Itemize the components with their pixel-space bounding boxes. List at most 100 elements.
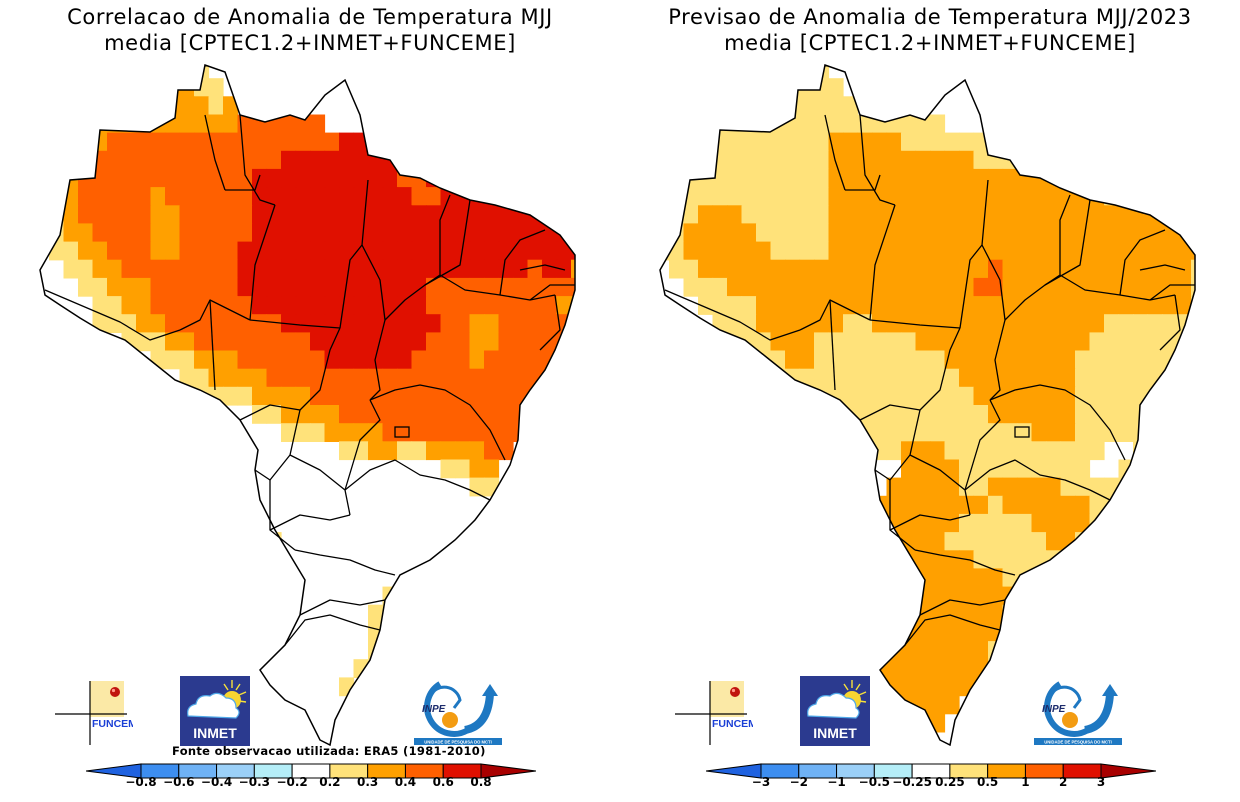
grid-cell [1046,259,1062,279]
grid-cell [857,296,873,315]
grid-cell [382,332,398,352]
colorbar-tick-label: 0.5 [977,775,999,789]
grid-cell [1017,350,1033,370]
funceme-logo: FUNCEME [675,681,764,745]
grid-cell [237,386,253,406]
state-borders [44,114,575,646]
grid-cell [959,168,975,188]
grid-cell [1147,423,1163,442]
grid-cell [411,568,427,588]
grid-cell [165,296,181,315]
grid-cell [397,368,413,388]
grid-cell [785,187,801,206]
grid-cell [843,223,859,243]
grid-cell [727,205,743,225]
grid-cell [368,223,384,243]
grid-cell [901,132,917,152]
grid-cell [901,495,917,515]
state-border [664,289,801,341]
grid-cell [556,296,572,315]
grid-cell [252,332,268,352]
grid-cell [959,296,975,315]
grid-cell [78,205,94,225]
grid-cell [843,96,859,116]
grid-cell [194,187,210,206]
grid-cell [930,296,946,315]
grid-cell [944,550,960,570]
grid-cell [944,368,960,388]
colorbar-tick-label: 0.8 [470,775,492,789]
grid-cell [440,423,456,442]
grid-cell [1133,350,1149,370]
grid-cell [194,513,210,533]
grid-cell [1060,550,1076,570]
grid-cell [1060,495,1076,515]
grid-cell [872,332,888,352]
grid-cell [799,205,815,225]
grid-cell [237,641,253,660]
grid-cell [78,114,94,134]
grid-cell [683,277,699,297]
grid-cell [1191,332,1195,352]
grid-cell [382,205,398,225]
grid-cell [1031,405,1047,424]
grid-cell [886,550,902,570]
grid-cell [944,441,960,461]
grid-cell [382,350,398,370]
grid-cell [266,277,282,297]
grid-cell [223,259,239,279]
grid-cell [208,332,224,352]
grid-cell [973,314,989,333]
grid-cell [310,423,326,442]
inpe-logo-text: INPE [422,704,446,715]
grid-cell [988,314,1004,333]
grid-cell [1118,314,1134,333]
grid-cell [1075,568,1091,588]
grid-cell [1017,513,1033,533]
grid-cell [944,259,960,279]
grid-cell [281,168,297,188]
grid-cell [426,314,442,333]
grid-cell [814,405,830,424]
grid-cell [901,259,917,279]
grid-cell [1031,241,1047,261]
grid-cell [915,150,931,170]
grid-cell [266,223,282,243]
grid-cell [930,150,946,170]
grid-cell [252,622,268,642]
grid-cell [295,114,311,134]
grid-cell [770,332,786,352]
grid-cell [339,423,355,442]
grid-cell [1162,223,1178,243]
grid-cell [930,477,946,497]
grid-cell [1118,513,1134,533]
grid-cell [382,622,398,642]
grid-cell [1162,405,1178,424]
grid-cell [785,132,801,152]
grid-cell [136,205,152,225]
grid-cell [237,296,253,315]
grid-cell [208,205,224,225]
chart-title: Correlacao de Anomalia de Temperatura MJ… [0,4,620,56]
grid-cell [136,223,152,243]
grid-cell [727,314,743,333]
grid-cell [988,604,1004,624]
grid-cell [484,405,500,424]
grid-cell [1002,477,1018,497]
grid-cell [382,241,398,261]
grid-cell [136,114,152,134]
grid-cell [513,187,529,206]
grid-cell [339,223,355,243]
grid-cell [513,296,529,315]
grid-cell [1075,386,1091,406]
grid-cell [886,532,902,551]
grid-cell [411,259,427,279]
grid-cell [339,405,355,424]
grid-cell [63,132,79,152]
grid-cell [727,296,743,315]
grid-cell [63,241,79,261]
grid-cell [208,550,224,570]
grid-cell [756,205,772,225]
grid-cell [1060,277,1076,297]
grid-cell [339,314,355,333]
